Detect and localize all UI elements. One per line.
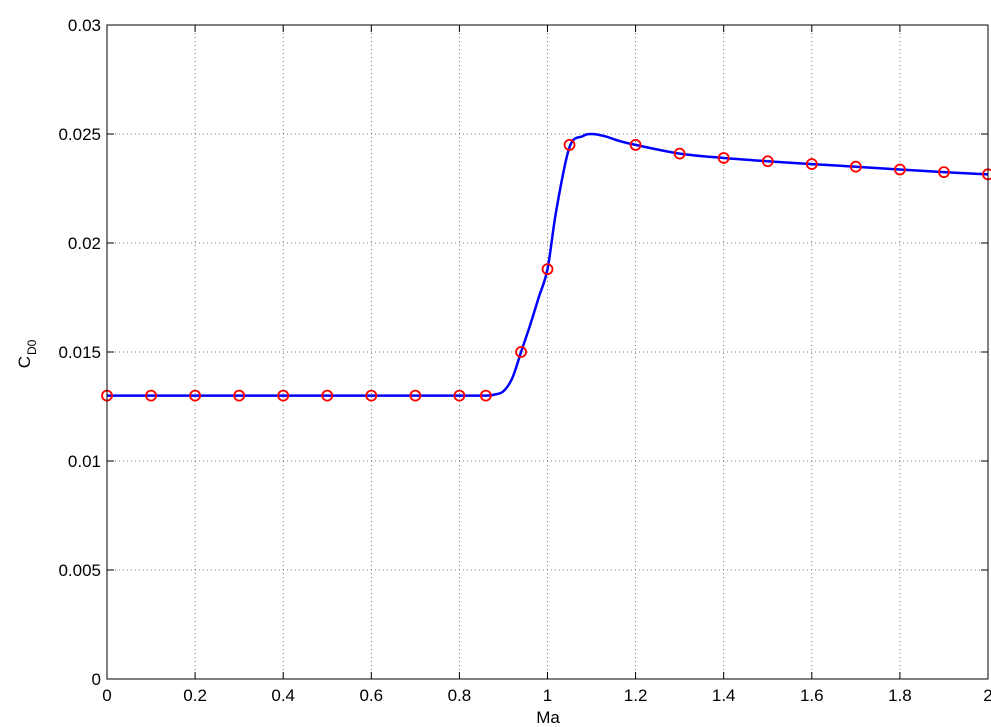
x-tick-label: 1.2 — [624, 686, 648, 705]
y-axis-label: C D0 — [15, 339, 39, 368]
data-point-marker — [409, 389, 422, 402]
data-point-marker — [849, 160, 862, 173]
x-axis-label: Ma — [536, 708, 560, 727]
y-axis-label-main: C — [15, 356, 34, 368]
data-point-marker — [629, 138, 642, 151]
plot-frame — [106, 24, 989, 680]
y-tick-label: 0.005 — [58, 561, 101, 580]
data-point-marker — [277, 389, 290, 402]
data-point-marker — [894, 163, 906, 176]
y-axis-label-subscript: D0 — [25, 339, 39, 355]
data-point-marker — [233, 389, 246, 402]
data-point-marker — [563, 138, 576, 151]
data-point-marker — [321, 389, 334, 402]
y-tick-label: 0.025 — [58, 125, 101, 144]
x-tick-label: 1 — [543, 686, 552, 705]
data-point-marker — [515, 346, 527, 358]
series — [101, 132, 991, 402]
y-tick-label: 0 — [92, 670, 101, 689]
data-point-marker — [189, 389, 202, 402]
data-point-marker — [805, 158, 818, 170]
data-point-marker — [938, 166, 950, 179]
data-point-marker — [365, 389, 378, 402]
y-tick-label: 0.01 — [68, 452, 101, 471]
x-tick-label: 1.8 — [888, 686, 912, 705]
data-point-marker — [717, 152, 730, 164]
y-tick-label: 0.015 — [58, 343, 101, 362]
tick-labels: 0 0.2 0.4 0.6 0.8 1 1.2 1.4 1.6 1.8 2 0 0.005 0.01 0.0… — [58, 16, 991, 705]
data-point-marker — [673, 147, 686, 160]
data-point-marker — [145, 389, 157, 402]
x-tick-label: 0.8 — [448, 686, 472, 705]
x-tick-label: 0 — [102, 686, 111, 705]
y-tick-label: 0.03 — [68, 16, 101, 35]
x-tick-label: 0.2 — [183, 686, 207, 705]
x-tick-label: 2 — [983, 686, 991, 705]
data-point-marker — [541, 263, 554, 276]
x-tick-label: 0.4 — [271, 686, 295, 705]
data-point-marker — [453, 389, 466, 402]
data-point-marker — [479, 389, 492, 402]
data-point-marker — [761, 155, 774, 168]
x-tick-label: 1.6 — [800, 686, 824, 705]
y-tick-label: 0.02 — [68, 234, 101, 253]
x-tick-label: 0.6 — [359, 686, 383, 705]
x-tick-label: 1.4 — [712, 686, 736, 705]
grid — [107, 25, 988, 679]
